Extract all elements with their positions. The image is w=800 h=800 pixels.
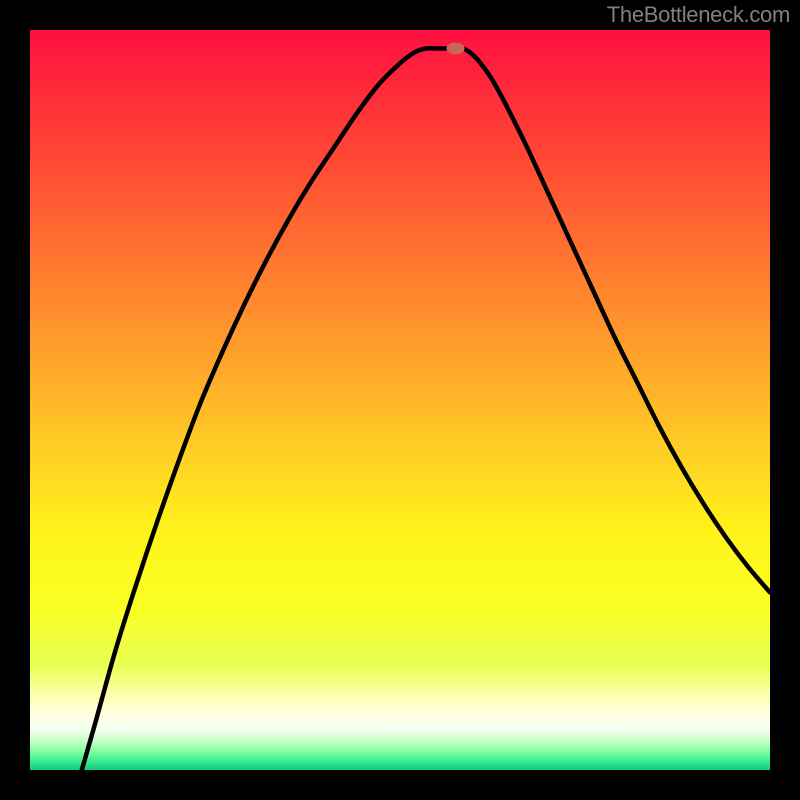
bottleneck-chart [0,0,800,800]
watermark-text: TheBottleneck.com [607,2,790,28]
chart-container: TheBottleneck.com [0,0,800,800]
